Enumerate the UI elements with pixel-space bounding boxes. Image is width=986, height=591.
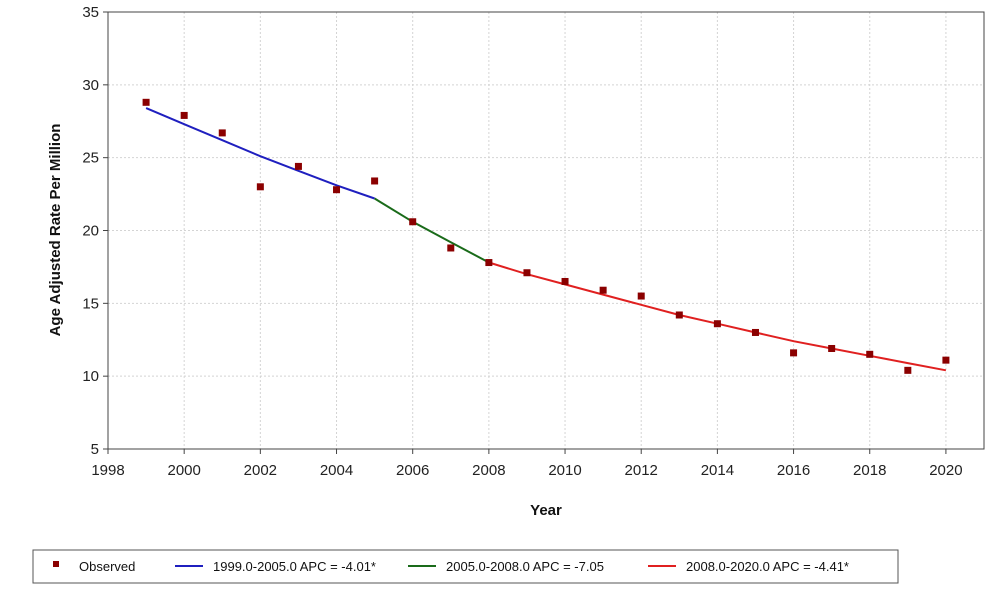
observed-point [409,218,417,226]
observed-point [180,111,188,119]
legend-series-2-label: 2005.0-2008.0 APC = -7.05 [446,559,604,574]
legend-observed-marker [53,561,59,567]
x-axis-title: Year [530,502,562,519]
observed-point [485,259,493,267]
observed-point [904,366,912,374]
observed-point [256,183,264,191]
observed-point [828,344,836,352]
y-tick-label: 30 [82,77,99,94]
y-tick-label: 10 [82,368,99,385]
x-axis: 1998 2000 2002 2004 2006 2008 2010 2012 2014 2016… [91,449,963,479]
observed-point [447,244,455,252]
x-tick-label: 2018 [853,462,886,479]
legend-observed-label: Observed [79,559,135,574]
observed-point [866,350,874,358]
x-tick-label: 2020 [929,462,962,479]
x-tick-label: 2008 [472,462,505,479]
x-tick-label: 2016 [777,462,810,479]
observed-point [561,277,569,285]
observed-points [142,98,950,374]
y-tick-label: 5 [91,441,99,458]
observed-point [790,349,798,357]
x-tick-label: 2010 [548,462,581,479]
trend-line-series-1 [145,107,375,200]
legend-item-series-2: 2005.0-2008.0 APC = -7.05 [408,559,604,574]
observed-point [751,328,759,336]
y-axis: 5 10 15 20 25 30 35 [82,4,108,458]
y-tick-label: 25 [82,150,99,167]
observed-point [599,286,607,294]
observed-point [142,98,150,106]
legend-series-3-label: 2008.0-2020.0 APC = -4.41* [686,559,849,574]
observed-point [942,356,950,364]
x-tick-label: 2004 [320,462,353,479]
legend-series-1-label: 1999.0-2005.0 APC = -4.01* [213,559,376,574]
observed-point [218,129,226,137]
legend-item-series-3: 2008.0-2020.0 APC = -4.41* [648,559,849,574]
x-tick-label: 2000 [167,462,200,479]
observed-point [675,311,683,319]
observed-point [371,177,379,185]
observed-point [333,186,341,194]
y-axis-title: Age Adjusted Rate Per Million [47,124,64,337]
legend: Observed 1999.0-2005.0 APC = -4.01* 2005… [32,549,899,584]
y-tick-label: 15 [82,295,99,312]
observed-point [294,162,302,170]
x-tick-label: 2006 [396,462,429,479]
observed-point [637,292,645,300]
x-tick-label: 2014 [701,462,734,479]
x-tick-label: 2012 [625,462,658,479]
y-tick-label: 20 [82,223,99,240]
legend-item-series-1: 1999.0-2005.0 APC = -4.01* [175,559,376,574]
x-tick-label: 1998 [91,462,124,479]
legend-item-observed: Observed [53,559,135,574]
observed-point [713,320,721,328]
y-tick-label: 35 [82,4,99,21]
trend-line-series-2 [374,197,490,264]
x-tick-label: 2002 [244,462,277,479]
observed-point [523,269,531,277]
grid [108,12,984,449]
